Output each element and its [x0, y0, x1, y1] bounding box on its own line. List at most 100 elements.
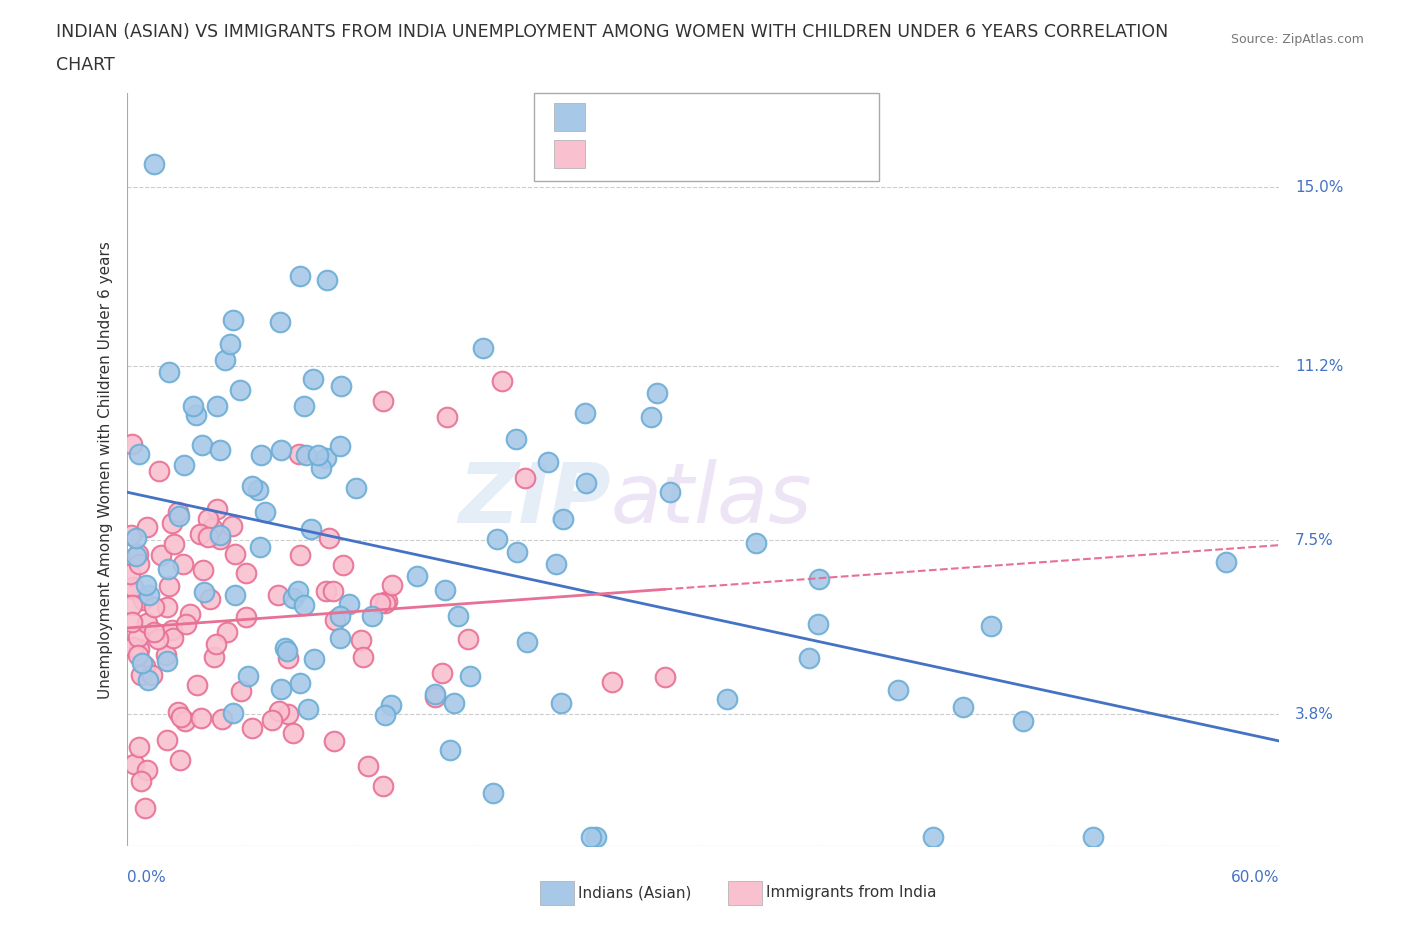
Point — [166, 505, 188, 520]
Point — [405, 569, 427, 584]
Point — [121, 598, 143, 613]
Point — [169, 752, 191, 767]
Text: 11.2%: 11.2% — [1295, 359, 1343, 374]
Point — [132, 592, 155, 607]
Point — [193, 584, 215, 599]
Point — [436, 410, 458, 425]
Point — [299, 522, 322, 537]
Point — [546, 557, 568, 572]
Point — [129, 668, 152, 683]
Point — [329, 608, 352, 623]
Point — [240, 479, 263, 494]
Point — [439, 742, 461, 757]
Point — [127, 547, 149, 562]
Point — [329, 631, 352, 645]
Text: atlas: atlas — [610, 459, 813, 540]
Point — [513, 471, 536, 485]
Point — [602, 674, 624, 689]
Point — [267, 587, 290, 602]
Point — [585, 830, 607, 844]
Point — [368, 595, 391, 610]
Point — [205, 502, 228, 517]
Point — [128, 447, 150, 462]
Point — [716, 692, 738, 707]
Point — [201, 521, 224, 536]
Point — [1081, 830, 1104, 844]
Point — [163, 537, 186, 551]
Point — [294, 447, 316, 462]
Point — [647, 386, 669, 401]
Point — [209, 531, 232, 546]
Point — [1012, 713, 1035, 728]
Text: R =  -0.271   N = 97: R = -0.271 N = 97 — [591, 107, 773, 126]
Point — [172, 557, 194, 572]
Point — [122, 756, 145, 771]
Point — [135, 578, 157, 592]
Point — [146, 631, 169, 646]
Point — [143, 625, 166, 640]
Point — [423, 690, 446, 705]
Point — [215, 624, 238, 639]
Point — [174, 713, 197, 728]
Point — [169, 710, 191, 724]
Point — [150, 548, 173, 563]
Text: 7.5%: 7.5% — [1295, 533, 1333, 548]
Point — [148, 463, 170, 478]
Point — [157, 365, 180, 380]
Point — [242, 721, 264, 736]
Point — [125, 549, 148, 564]
Point — [443, 696, 465, 711]
Point — [129, 774, 152, 789]
Text: 15.0%: 15.0% — [1295, 179, 1343, 194]
Point — [134, 658, 156, 673]
Point — [236, 669, 259, 684]
Point — [156, 732, 179, 747]
Point — [176, 617, 198, 631]
Point — [221, 518, 243, 533]
Point — [301, 372, 323, 387]
Point — [127, 630, 149, 644]
Text: INDIAN (ASIAN) VS IMMIGRANTS FROM INDIA UNEMPLOYMENT AMONG WOMEN WITH CHILDREN U: INDIAN (ASIAN) VS IMMIGRANTS FROM INDIA … — [56, 23, 1168, 41]
Point — [218, 336, 240, 351]
Point — [193, 563, 215, 578]
Point — [120, 566, 142, 581]
Point — [277, 707, 299, 722]
Point — [316, 272, 339, 287]
Point — [179, 607, 201, 622]
Point — [267, 704, 290, 719]
Point — [434, 583, 457, 598]
Point — [318, 530, 340, 545]
Point — [425, 686, 447, 701]
Text: Immigrants from India: Immigrants from India — [766, 885, 936, 900]
Point — [357, 759, 380, 774]
Point — [274, 640, 297, 655]
Point — [458, 669, 481, 684]
Point — [198, 591, 221, 606]
Point — [162, 631, 184, 645]
Point — [808, 572, 831, 587]
Point — [246, 483, 269, 498]
Point — [481, 785, 503, 800]
Point — [290, 268, 312, 283]
Point — [350, 632, 373, 647]
Point — [302, 652, 325, 667]
Point — [162, 623, 184, 638]
Point — [654, 670, 676, 684]
Point — [579, 830, 602, 844]
Point — [208, 443, 231, 458]
Point — [471, 340, 494, 355]
Point — [292, 398, 315, 413]
Point — [380, 578, 402, 592]
Point — [339, 596, 361, 611]
Point — [276, 644, 298, 658]
Point — [374, 595, 396, 610]
Point — [287, 446, 309, 461]
Point — [249, 447, 271, 462]
Point — [143, 156, 166, 171]
Point — [155, 647, 177, 662]
Point — [156, 600, 179, 615]
Point — [128, 642, 150, 657]
Point — [136, 519, 159, 534]
Point — [197, 512, 219, 526]
Text: ZIP: ZIP — [458, 459, 610, 540]
